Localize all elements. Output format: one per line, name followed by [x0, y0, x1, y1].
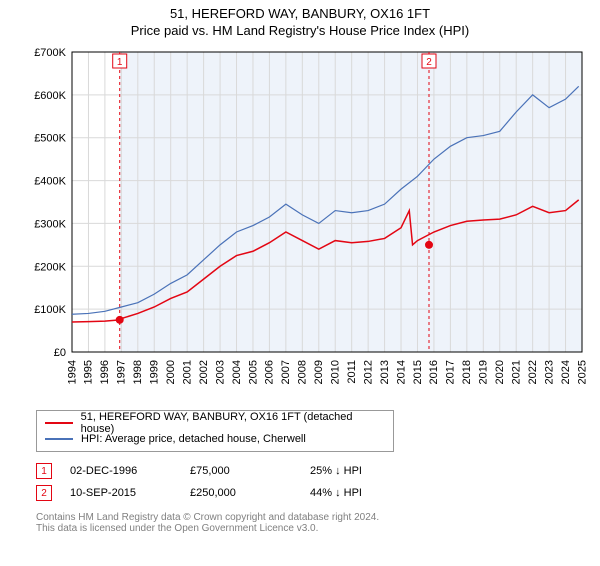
legend-swatch	[45, 422, 73, 424]
svg-text:2015: 2015	[412, 360, 424, 384]
transaction-pct: 25% ↓ HPI	[310, 465, 430, 477]
svg-text:2005: 2005	[247, 360, 259, 384]
svg-text:2001: 2001	[181, 360, 193, 384]
transactions-table: 1 02-DEC-1996 £75,000 25% ↓ HPI 2 10-SEP…	[36, 460, 600, 504]
chart-title-subtitle: Price paid vs. HM Land Registry's House …	[0, 23, 600, 38]
footer-line-1: Contains HM Land Registry data © Crown c…	[36, 512, 600, 523]
transaction-row: 2 10-SEP-2015 £250,000 44% ↓ HPI	[36, 482, 600, 504]
legend-label: HPI: Average price, detached house, Cher…	[81, 433, 306, 445]
transaction-row: 1 02-DEC-1996 £75,000 25% ↓ HPI	[36, 460, 600, 482]
chart-title-address: 51, HEREFORD WAY, BANBURY, OX16 1FT	[0, 6, 600, 21]
legend-item: 51, HEREFORD WAY, BANBURY, OX16 1FT (det…	[45, 415, 385, 431]
svg-text:2018: 2018	[461, 360, 473, 384]
svg-text:1996: 1996	[99, 360, 111, 384]
transaction-date: 10-SEP-2015	[70, 487, 190, 499]
svg-text:2022: 2022	[527, 360, 539, 384]
svg-text:2024: 2024	[560, 360, 572, 384]
svg-text:2016: 2016	[428, 360, 440, 384]
svg-text:2010: 2010	[330, 360, 342, 384]
svg-text:2008: 2008	[297, 360, 309, 384]
svg-text:1997: 1997	[116, 360, 128, 384]
svg-text:1995: 1995	[83, 360, 95, 384]
legend-swatch	[45, 438, 73, 440]
legend: 51, HEREFORD WAY, BANBURY, OX16 1FT (det…	[36, 410, 394, 452]
footer-attribution: Contains HM Land Registry data © Crown c…	[36, 512, 600, 534]
svg-text:£200K: £200K	[34, 261, 66, 273]
svg-text:2009: 2009	[313, 360, 325, 384]
transaction-price: £75,000	[190, 465, 310, 477]
svg-text:£600K: £600K	[34, 90, 66, 102]
svg-text:£400K: £400K	[34, 176, 66, 188]
svg-text:1994: 1994	[66, 360, 78, 384]
transaction-marker-icon: 1	[36, 463, 52, 479]
chart-area: £0 £100K £200K £300K £400K £500K £600K £700K 199…	[30, 44, 590, 404]
svg-text:2012: 2012	[362, 360, 374, 384]
svg-text:1998: 1998	[132, 360, 144, 384]
svg-text:2020: 2020	[494, 360, 506, 384]
legend-label: 51, HEREFORD WAY, BANBURY, OX16 1FT (det…	[81, 411, 385, 435]
svg-text:2002: 2002	[198, 360, 210, 384]
footer-line-2: This data is licensed under the Open Gov…	[36, 523, 600, 534]
svg-text:£500K: £500K	[34, 133, 66, 145]
svg-text:1: 1	[117, 57, 123, 68]
transaction-marker-icon: 2	[36, 485, 52, 501]
svg-text:2013: 2013	[379, 360, 391, 384]
svg-text:2014: 2014	[395, 360, 407, 384]
svg-text:2023: 2023	[543, 360, 555, 384]
svg-text:2000: 2000	[165, 360, 177, 384]
svg-text:£100K: £100K	[34, 304, 66, 316]
svg-text:2021: 2021	[510, 360, 522, 384]
svg-text:1999: 1999	[149, 360, 161, 384]
svg-text:2011: 2011	[346, 360, 358, 384]
svg-text:2: 2	[426, 57, 432, 68]
svg-text:£0: £0	[54, 347, 66, 359]
line-chart: £0 £100K £200K £300K £400K £500K £600K £700K 199…	[30, 44, 590, 404]
svg-text:2025: 2025	[576, 360, 588, 384]
svg-text:£700K: £700K	[34, 47, 66, 59]
transaction-pct: 44% ↓ HPI	[310, 487, 430, 499]
svg-text:2006: 2006	[264, 360, 276, 384]
transaction-price: £250,000	[190, 487, 310, 499]
svg-text:2017: 2017	[445, 360, 457, 384]
transaction-date: 02-DEC-1996	[70, 465, 190, 477]
svg-text:2003: 2003	[214, 360, 226, 384]
svg-text:2019: 2019	[478, 360, 490, 384]
svg-text:2004: 2004	[231, 360, 243, 384]
svg-text:£300K: £300K	[34, 218, 66, 230]
svg-text:2007: 2007	[280, 360, 292, 384]
